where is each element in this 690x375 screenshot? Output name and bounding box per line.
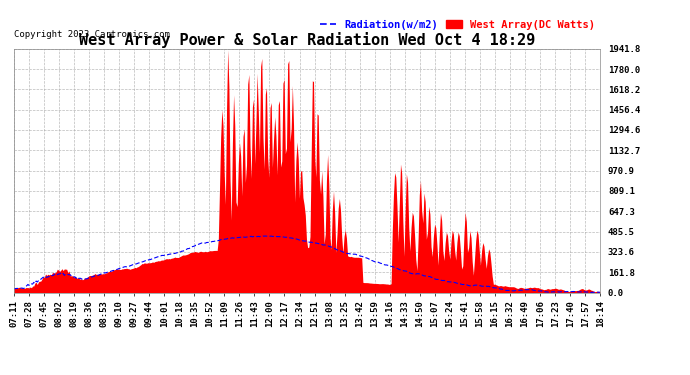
Title: West Array Power & Solar Radiation Wed Oct 4 18:29: West Array Power & Solar Radiation Wed O… bbox=[79, 32, 535, 48]
Text: Copyright 2023 Cartronics.com: Copyright 2023 Cartronics.com bbox=[14, 30, 170, 39]
Legend: Radiation(w/m2), West Array(DC Watts): Radiation(w/m2), West Array(DC Watts) bbox=[320, 20, 595, 30]
